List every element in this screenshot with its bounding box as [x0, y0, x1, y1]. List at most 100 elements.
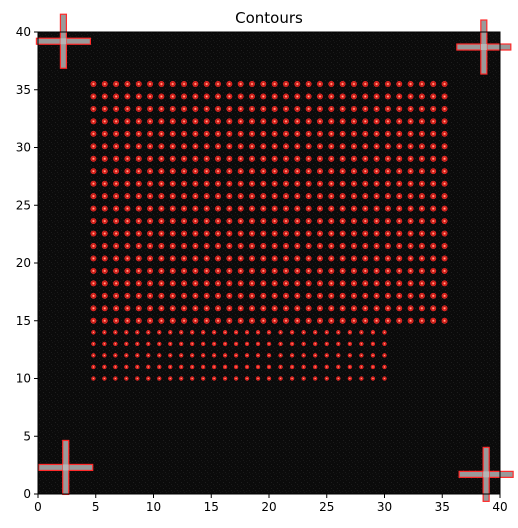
contour-spot	[101, 317, 108, 324]
contour-spot	[158, 305, 165, 312]
contour-spot	[233, 376, 239, 381]
contour-spot	[192, 305, 199, 312]
contour-spot	[328, 305, 335, 312]
contour-spot	[124, 255, 131, 262]
contour-spot	[255, 353, 261, 358]
contour-spot	[101, 230, 108, 237]
contour-spot	[294, 230, 301, 237]
contour-spot	[192, 280, 199, 287]
contour-spot	[91, 341, 96, 347]
contour-spot	[294, 118, 301, 125]
contour-spot	[362, 118, 369, 125]
contour-spot	[430, 280, 437, 287]
contour-spot	[347, 341, 353, 347]
y-tick-label: 40	[16, 25, 31, 39]
contour-spot	[90, 317, 97, 324]
contour-spot	[271, 155, 278, 162]
contour-spot	[260, 118, 267, 125]
contour-spot	[226, 130, 233, 137]
contour-spot	[430, 267, 437, 274]
contour-spot	[157, 376, 162, 381]
contour-spot	[181, 81, 187, 87]
contour-spot	[351, 143, 357, 150]
contour-spot	[294, 292, 301, 299]
contour-spot	[362, 280, 369, 287]
contour-spot	[90, 305, 97, 312]
contour-spot	[317, 93, 323, 100]
contour-spot	[328, 155, 335, 162]
contour-spot	[430, 317, 437, 324]
contour-spot	[305, 218, 312, 225]
contour-spot	[305, 93, 312, 100]
contour-spot	[201, 376, 206, 381]
contour-spot	[294, 180, 301, 187]
contour-spot	[135, 143, 142, 150]
plot-area	[35, 13, 514, 502]
contour-spot	[169, 230, 176, 237]
contour-spot	[249, 255, 255, 262]
contour-spot	[351, 317, 357, 324]
contour-spot	[226, 155, 233, 162]
contour-spot	[271, 180, 278, 187]
contour-spot	[226, 305, 233, 312]
contour-spot	[169, 193, 176, 200]
contour-spot	[362, 180, 369, 187]
contour-spot	[158, 93, 165, 100]
contour-spot	[101, 105, 108, 112]
contour-spot	[324, 353, 329, 358]
contour-spot	[301, 353, 306, 358]
contour-spot	[124, 280, 131, 287]
contour-spot	[362, 255, 369, 262]
contour-spot	[271, 205, 278, 212]
contour-spot	[430, 193, 437, 200]
contour-spot	[168, 364, 173, 370]
contour-spot	[135, 305, 142, 312]
contour-spot	[147, 267, 154, 274]
contour-spot	[215, 205, 221, 212]
contour-spot	[113, 143, 120, 150]
contour-spot	[441, 93, 448, 100]
contour-spot	[135, 280, 142, 287]
contour-spot	[169, 243, 176, 249]
contour-spot	[260, 81, 267, 87]
contour-spot	[317, 180, 323, 187]
contour-spot	[283, 93, 289, 100]
contour-spot	[305, 305, 312, 312]
contour-spot	[396, 143, 403, 150]
contour-spot	[215, 81, 221, 87]
contour-spot	[301, 330, 306, 335]
contour-spot	[203, 243, 210, 249]
contour-spot	[215, 280, 221, 287]
contour-spot	[359, 330, 364, 335]
contour-spot	[328, 218, 335, 225]
contour-spot	[305, 292, 312, 299]
contour-spot	[396, 93, 403, 100]
contour-spot	[305, 243, 312, 249]
contour-spot	[215, 118, 221, 125]
contour-spot	[339, 143, 346, 150]
contour-spot	[158, 267, 165, 274]
contour-spot	[169, 143, 176, 150]
contour-spot	[317, 205, 323, 212]
contour-spot	[215, 267, 221, 274]
contour-spot	[328, 255, 335, 262]
contour-spot	[362, 305, 369, 312]
contour-spot	[249, 130, 255, 137]
contour-spot	[201, 341, 206, 347]
contour-spot	[226, 143, 233, 150]
contour-spot	[441, 155, 448, 162]
contour-spot	[373, 317, 380, 324]
contour-spot	[101, 255, 108, 262]
contour-spot	[113, 317, 120, 324]
contour-spot	[237, 305, 244, 312]
contour-spot	[91, 376, 96, 381]
contour-spot	[101, 130, 108, 137]
contour-spot	[324, 364, 329, 370]
contour-spot	[266, 341, 272, 347]
contour-spot	[396, 305, 403, 312]
contour-spot	[124, 267, 131, 274]
contour-spot	[289, 353, 295, 358]
contour-spot	[370, 330, 376, 335]
contour-spot	[396, 118, 403, 125]
contour-spot	[305, 280, 312, 287]
